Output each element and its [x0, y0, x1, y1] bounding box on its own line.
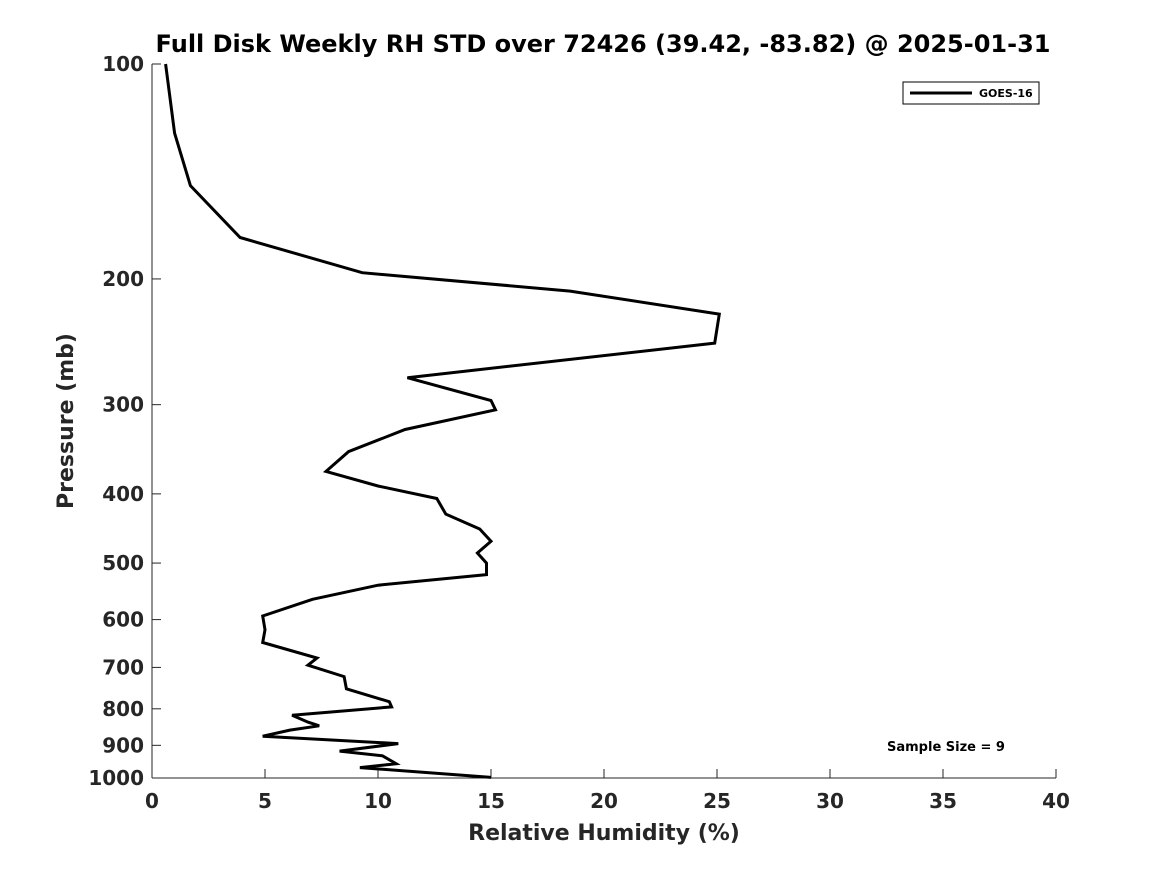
sample-size-annotation: Sample Size = 9 [887, 740, 1005, 755]
legend-label-goes-16: GOES-16 [979, 87, 1033, 100]
x-tick-label: 0 [145, 789, 159, 813]
x-tick-label: 35 [929, 789, 957, 813]
x-axis: 0 5 10 15 20 25 30 35 40 [145, 769, 1070, 813]
x-tick-label: 40 [1042, 789, 1070, 813]
y-tick-label: 900 [102, 733, 144, 757]
legend: GOES-16 [902, 81, 1040, 105]
y-tick-label: 700 [102, 655, 144, 679]
chart-title: Full Disk Weekly RH STD over 72426 (39.4… [156, 30, 1051, 58]
y-tick-label: 1000 [88, 766, 144, 790]
y-tick-label: 500 [102, 551, 144, 575]
x-tick-label: 20 [590, 789, 618, 813]
y-axis-label: Pressure (mb) [54, 333, 79, 509]
x-axis-label: Relative Humidity (%) [468, 821, 740, 846]
plot-area [151, 64, 1056, 779]
x-tick-label: 15 [477, 789, 505, 813]
y-tick-label: 100 [102, 52, 144, 76]
y-axis: 100 200 300 400 500 600 700 800 900 1000 [88, 52, 161, 790]
x-tick-label: 25 [703, 789, 731, 813]
x-tick-label: 10 [364, 789, 392, 813]
x-tick-label: 5 [258, 789, 272, 813]
y-tick-label: 800 [102, 697, 144, 721]
y-tick-label: 600 [102, 608, 144, 632]
y-tick-label: 200 [102, 267, 144, 291]
x-tick-label: 30 [816, 789, 844, 813]
y-tick-label: 300 [102, 393, 144, 417]
series-group [164, 63, 722, 779]
series-line-goes-16 [164, 63, 722, 779]
y-tick-label: 400 [102, 482, 144, 506]
